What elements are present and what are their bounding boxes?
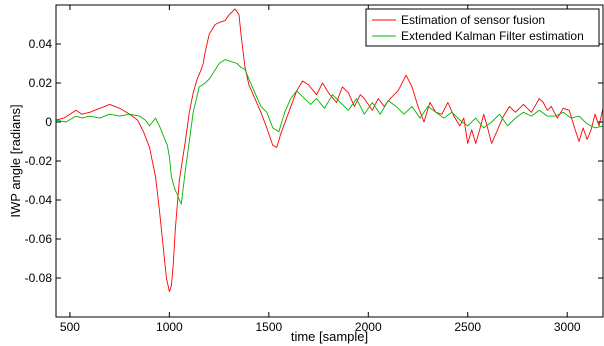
- x-tick-label: 500: [60, 320, 80, 334]
- y-tick-label: 0: [45, 115, 52, 129]
- y-tick-label: 0.02: [29, 76, 53, 90]
- y-tick-label: 0.04: [29, 37, 53, 51]
- x-tick-label: 2500: [454, 320, 481, 334]
- tick-layer: 500 1000 1500 2000 2500 3000 -0.08 -0.06 -0.04 -0…: [25, 5, 603, 334]
- legend-label: Estimation of sensor fusion: [401, 13, 545, 27]
- y-tick-label: -0.04: [25, 193, 53, 207]
- y-tick-label: -0.02: [25, 154, 53, 168]
- y-tick-label: -0.08: [25, 271, 53, 285]
- x-tick-label: 1000: [156, 320, 183, 334]
- plot-area: [56, 5, 603, 317]
- x-axis-label: time [sample]: [291, 329, 368, 344]
- legend-box: [365, 8, 600, 47]
- series-line-2: [55, 59, 604, 205]
- y-tick-label: -0.06: [25, 232, 53, 246]
- x-tick-label: 1500: [255, 320, 282, 334]
- series-layer: [55, 8, 604, 293]
- x-tick-label: 3000: [554, 320, 581, 334]
- series-line-1: [55, 8, 604, 293]
- legend-label: Extended Kalman Filter estimation: [401, 29, 584, 43]
- y-axis-label: IWP angle [radians]: [8, 104, 23, 217]
- legend: Estimation of sensor fusion Extended Kalm…: [365, 8, 600, 47]
- x-tick-label: 2000: [355, 320, 382, 334]
